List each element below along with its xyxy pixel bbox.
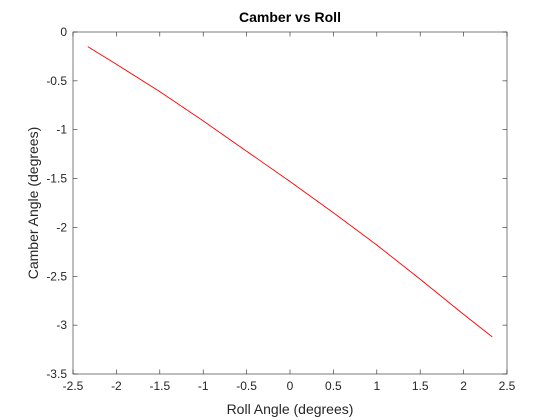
x-axis-label: Roll Angle (degrees) [227,401,354,417]
y-tick-label: -2.5 [46,269,67,283]
x-tick-label: 1 [373,379,380,393]
x-tick-label: -2 [111,379,122,393]
y-tick-label: -3.5 [46,367,67,381]
x-tick-label: -2.5 [63,379,84,393]
ticks-layer: -2.5 -2 -1.5 -1 -0.5 0 0.5 1 1.5 2 2.5 0 -0.5 -1 -1.5 -… [46,25,515,393]
axes-box [72,31,508,375]
x-tick-label: -0.5 [236,379,257,393]
plot-area-background [73,32,507,374]
x-tick-label: -1 [198,379,209,393]
y-tick-label: -1.5 [46,172,67,186]
series-layer [87,46,493,338]
x-tick-label: 0.5 [325,379,342,393]
y-tick-label: -1 [56,123,67,137]
y-tick-label: -0.5 [46,74,67,88]
x-tick-label: 0 [287,379,294,393]
x-tick-label: 1.5 [412,379,429,393]
camber-series-line [87,46,493,338]
y-tick-label: -3 [56,318,67,332]
x-tick-label: 2 [460,379,467,393]
x-tick-label: 2.5 [499,379,516,393]
x-tick-label: -1.5 [149,379,170,393]
y-tick-label: -2 [56,220,67,234]
y-axis-label: Camber Angle (degrees) [25,127,41,280]
y-tick-label: 0 [60,25,67,39]
chart-title: Camber vs Roll [239,9,341,25]
